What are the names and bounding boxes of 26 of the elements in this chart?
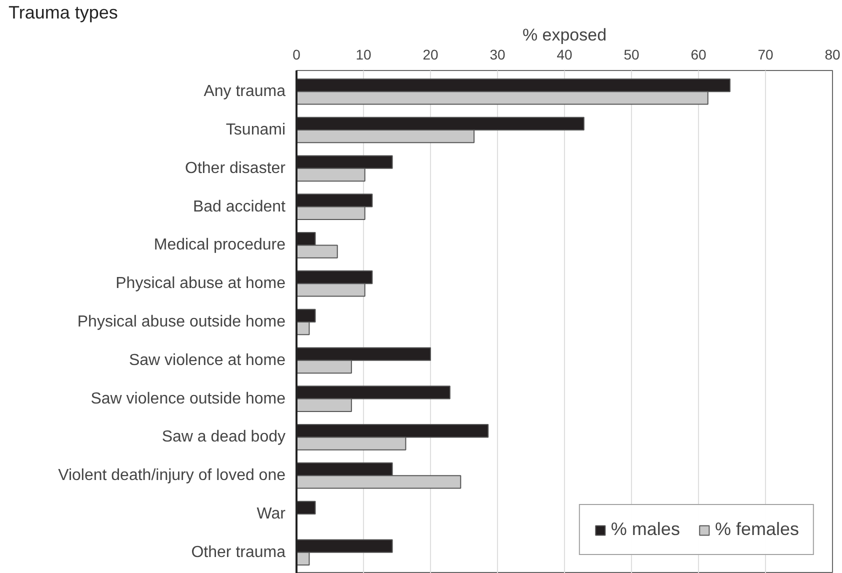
x-tick-label: 30 <box>490 46 506 62</box>
y-tick-label: Other trauma <box>191 544 286 561</box>
legend-label: % males <box>610 519 680 540</box>
x-tick-label: 50 <box>624 46 640 62</box>
y-tick-label: War <box>256 505 286 522</box>
y-tick-label: Other disaster <box>185 160 286 177</box>
x-tick-label: 80 <box>824 46 840 62</box>
x-tick-label: 20 <box>422 46 438 62</box>
x-tick-label: 70 <box>758 46 774 62</box>
x-axis-title: % exposed <box>522 26 607 44</box>
x-tick-label: 60 <box>690 46 706 62</box>
y-tick-label: Tsunami <box>226 122 286 139</box>
y-tick-label: Saw violence at home <box>128 352 286 369</box>
y-tick-label: Violent death/injury of loved one <box>58 467 286 484</box>
legend-label: % females <box>714 519 799 540</box>
x-tick-label: 40 <box>556 46 572 62</box>
y-axis-title: Trauma types <box>8 2 118 22</box>
y-tick-label: Saw a dead body <box>162 428 286 446</box>
x-tick-label: 0 <box>292 46 301 62</box>
x-tick-label: 10 <box>356 46 372 62</box>
y-tick-label: Medical procedure <box>154 236 286 254</box>
y-tick-label: Saw violence outside home <box>90 390 286 408</box>
y-tick-label: Bad accident <box>192 198 286 216</box>
y-tick-label: Any trauma <box>204 83 286 100</box>
y-tick-label: Physical abuse at home <box>116 275 286 292</box>
y-tick-label: Physical abuse outside home <box>77 314 286 330</box>
